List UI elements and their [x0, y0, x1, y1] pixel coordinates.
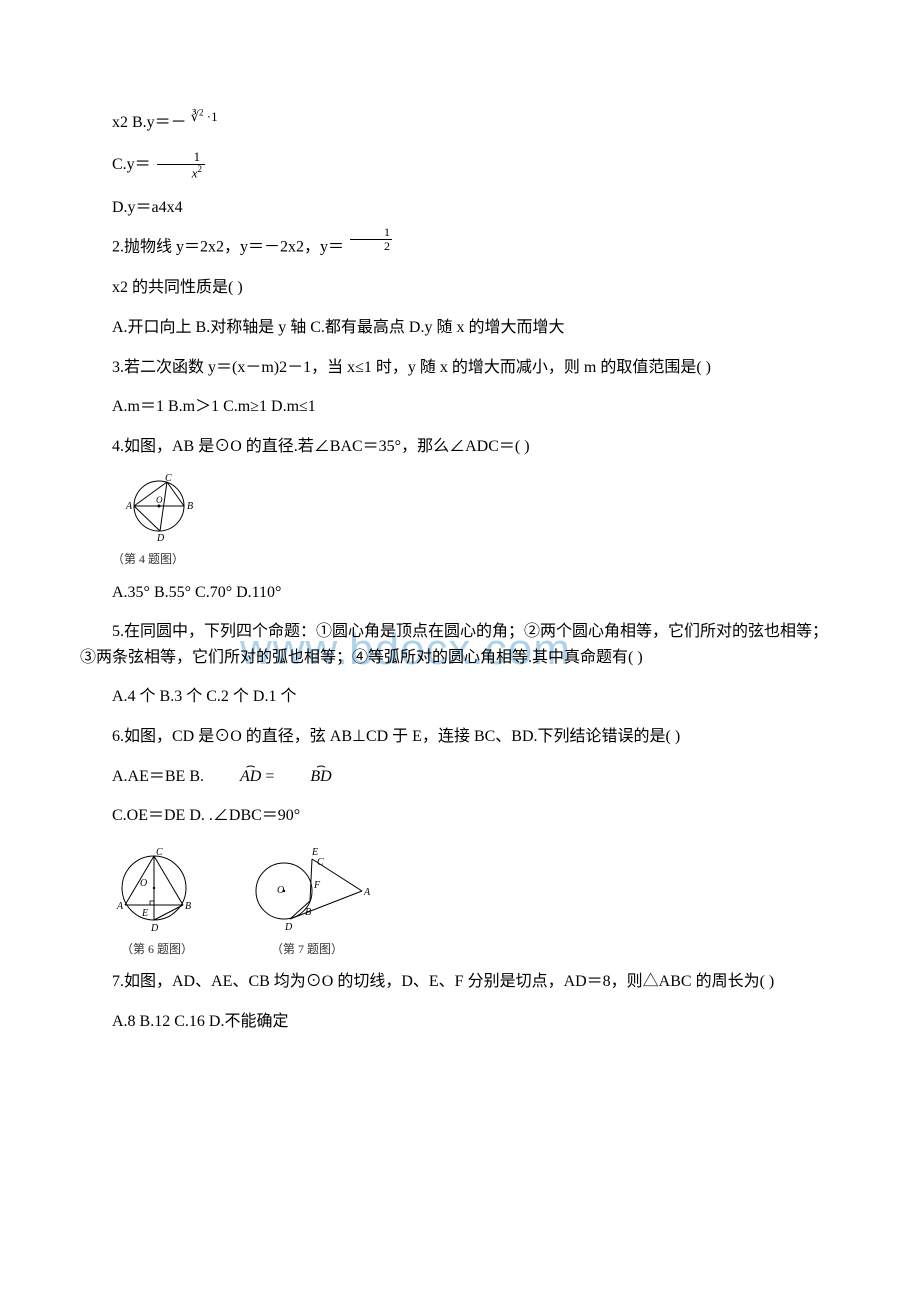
svg-text:O: O: [156, 495, 163, 505]
q1-option-b: x2 B.y＝－ ∛2 ·1: [80, 110, 840, 136]
q2-stem-line1: 2.抛物线 y＝2x2，y＝－2x2，y＝ 1 2: [80, 234, 840, 261]
svg-text:A: A: [363, 887, 371, 898]
q1-optB-prefix: x2 B.y＝－: [112, 114, 187, 131]
svg-text:A: A: [125, 501, 133, 512]
q6-options-ab: A.AE＝BE B. ⌢AD = ⌢BD: [80, 764, 840, 790]
svg-text:D: D: [150, 923, 159, 934]
svg-text:F: F: [313, 880, 321, 891]
svg-text:D: D: [284, 922, 293, 933]
q5-stem: 5.在同圆中，下列四个命题：①圆心角是顶点在圆心的角；②两个圆心角相等，它们所对…: [80, 619, 840, 670]
q7-options: A.8 B.12 C.16 D.不能确定: [80, 1009, 840, 1035]
svg-text:O: O: [140, 878, 147, 889]
q4-svg: A B C D O: [112, 473, 207, 548]
q7-svg: A B C D E F O: [242, 843, 372, 938]
q6-diagram: A B C D E O （第 6 题图）: [112, 843, 202, 959]
q1-optC-prefix: C.y＝: [112, 156, 151, 173]
q6-svg: A B C D E O: [112, 843, 202, 938]
svg-text:E: E: [311, 847, 318, 858]
q3-options: A.m＝1 B.m＞1 C.m≥1 D.m≤1: [80, 394, 840, 420]
q7-diagram: A B C D E F O （第 7 题图）: [242, 843, 372, 959]
svg-text:B: B: [305, 907, 311, 918]
q7-stem: 7.如图，AD、AE、CB 均为⊙O 的切线，D、E、F 分别是切点，AD＝8，…: [80, 969, 840, 995]
q1-option-d: D.y＝a4x4: [80, 195, 840, 221]
q1-optC-fraction: 1 x2: [157, 150, 205, 181]
svg-text:C: C: [317, 857, 324, 868]
q6-caption: （第 6 题图）: [112, 940, 202, 959]
q2-fraction: 1 2: [350, 226, 392, 253]
q1-optB-radical: ∛2 ·1: [191, 109, 218, 124]
svg-text:D: D: [156, 533, 165, 544]
q4-diagram: A B C D O （第 4 题图）: [112, 473, 840, 569]
document-content: x2 B.y＝－ ∛2 ·1 C.y＝ 1 x2 D.y＝a4x4 2.抛物线 …: [80, 110, 840, 1034]
q4-options: A.35° B.55° C.70° D.110°: [80, 580, 840, 606]
svg-text:E: E: [141, 908, 148, 919]
q4-stem: 4.如图，AB 是⊙O 的直径.若∠BAC＝35°，那么∠ADC＝( ): [80, 434, 840, 460]
q5-options: A.4 个 B.3 个 C.2 个 D.1 个: [80, 684, 840, 710]
q1-option-c: C.y＝ 1 x2: [80, 150, 840, 181]
q6-arc-bd: ⌢BD: [278, 764, 331, 790]
q2-options: A.开口向上 B.对称轴是 y 轴 C.都有最高点 D.y 随 x 的增大而增大: [80, 315, 840, 341]
svg-text:B: B: [187, 501, 193, 512]
q4-caption: （第 4 题图）: [112, 550, 840, 569]
q7-caption: （第 7 题图）: [242, 940, 372, 959]
svg-text:O: O: [277, 885, 284, 896]
q2-stem-line2: x2 的共同性质是( ): [80, 275, 840, 301]
svg-text:B: B: [185, 901, 191, 912]
svg-text:C: C: [165, 473, 172, 484]
svg-text:A: A: [116, 901, 124, 912]
svg-text:C: C: [156, 847, 163, 858]
q3-stem: 3.若二次函数 y＝(x－m)2－1，当 x≤1 时，y 随 x 的增大而减小，…: [80, 355, 840, 381]
q6-options-cd: C.OE＝DE D. .∠DBC＝90°: [80, 803, 840, 829]
q6-q7-diagrams: A B C D E O （第 6 题图） A B C D E: [112, 843, 840, 959]
q6-stem: 6.如图，CD 是⊙O 的直径，弦 AB⊥CD 于 E，连接 BC、BD.下列结…: [80, 724, 840, 750]
q6-arc-ad: ⌢AD: [208, 764, 261, 790]
